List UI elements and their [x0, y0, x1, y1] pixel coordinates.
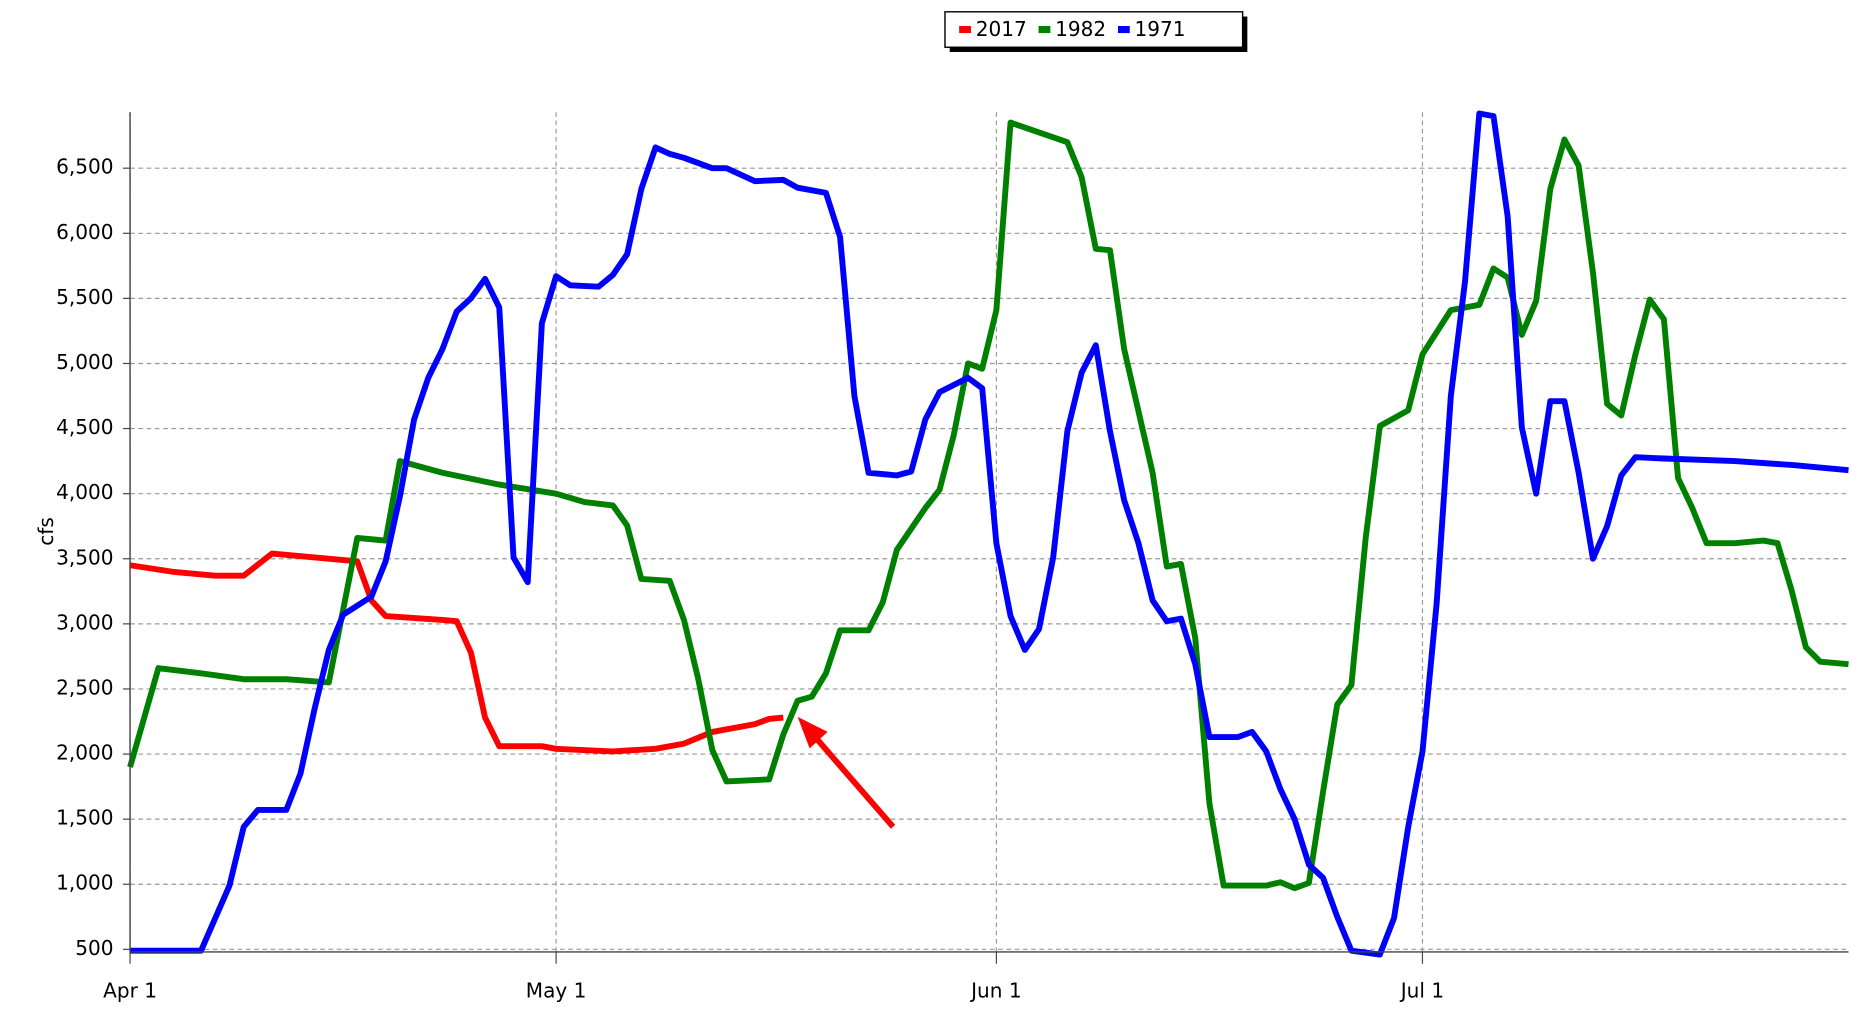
- y-tick-label: 2,500: [56, 675, 113, 699]
- legend-swatch: [1038, 25, 1051, 34]
- y-tick-label: 3,500: [56, 545, 113, 569]
- y-tick-label: 4,500: [56, 415, 113, 439]
- lines: [127, 110, 1849, 958]
- series-line: [130, 110, 1849, 958]
- x-tick-label: May 1: [526, 979, 587, 1003]
- legend-label: 1982: [1055, 17, 1106, 41]
- legend: 2017 1982 1971: [959, 17, 1186, 41]
- y-tick-label: 1,000: [56, 871, 113, 895]
- legend-box: [944, 11, 1244, 48]
- arrow-head: [797, 716, 828, 749]
- y-tick-label: 500: [75, 936, 113, 960]
- y-tick-label: 2,000: [56, 741, 113, 765]
- legend-label: 1971: [1135, 17, 1186, 41]
- y-tick-label: 1,500: [56, 806, 113, 830]
- x-tick-label: Jun 1: [969, 979, 1022, 1003]
- arrow-shaft: [812, 735, 896, 829]
- legend-label: 2017: [976, 17, 1027, 41]
- y-tick-label: 6,500: [56, 155, 113, 179]
- y-tick-label: 6,000: [56, 220, 113, 244]
- series-line: [129, 550, 784, 755]
- y-tick-label: 3,000: [56, 610, 113, 634]
- y-axis-label: cfs: [34, 517, 58, 546]
- y-tick-label: 5,000: [56, 350, 113, 374]
- y-tick-label: 5,500: [56, 285, 113, 309]
- x-tick-label: Jul 1: [1399, 979, 1444, 1003]
- grid: [122, 112, 1849, 964]
- annotation-arrow: [797, 716, 896, 829]
- legend-swatch: [959, 25, 971, 34]
- y-tick-label: 4,000: [56, 480, 113, 504]
- legend-swatch: [1117, 25, 1130, 34]
- series-line: [127, 119, 1849, 892]
- x-tick-label: Apr 1: [103, 979, 157, 1003]
